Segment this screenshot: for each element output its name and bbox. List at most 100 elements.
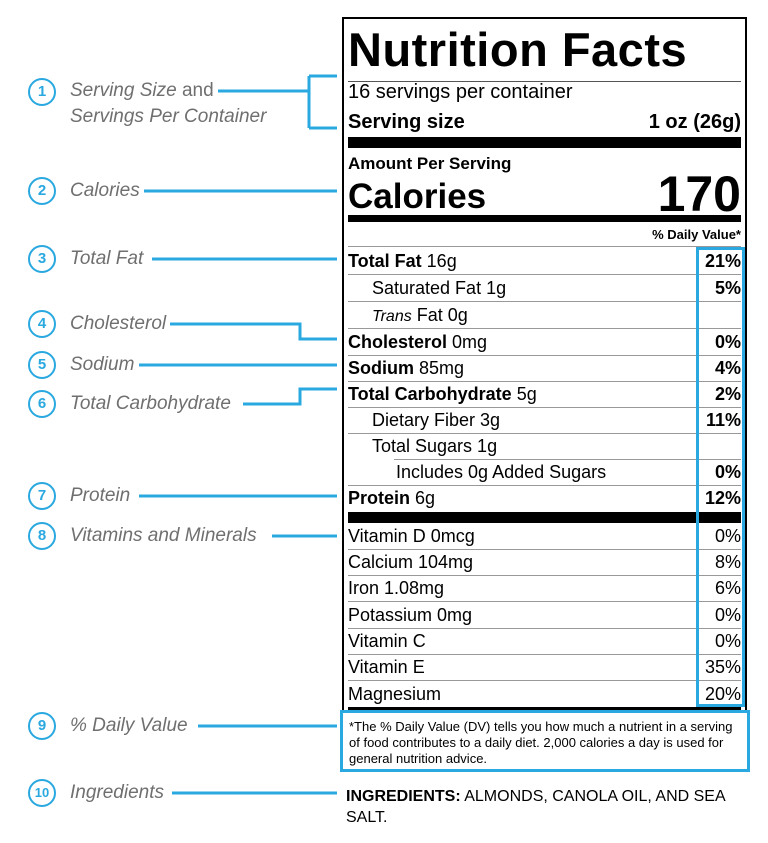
annotation-number: 10 [28, 779, 56, 807]
annotation-label: Total Fat [70, 248, 144, 269]
vitamin-dv: 35% [704, 657, 741, 677]
nutrient-dv: 2% [714, 384, 741, 404]
divider [348, 485, 741, 486]
nutrient-amount: 85mg [414, 358, 465, 378]
nutrient-name: Saturated Fat 1g [372, 278, 507, 298]
nutrient-row-total-sugars: Total Sugars 1g [348, 433, 741, 459]
nutrient-row-cholesterol: Cholesterol 0mg 0% [348, 329, 741, 355]
nutrient-dv: 11% [705, 410, 741, 430]
annotation-label: Sodium [70, 354, 135, 375]
vitamin-name: Vitamin E [348, 657, 425, 677]
vitamin-dv: 8% [714, 552, 741, 572]
daily-value-column-highlight [696, 247, 745, 707]
nutrient-name: Trans [372, 308, 412, 325]
nutrient-name: Includes 0g Added Sugars [396, 462, 607, 482]
vitamin-row: Potassium 0mg 0% [348, 602, 741, 628]
vitamin-row: Calcium 104mg 8% [348, 549, 741, 575]
serving-size-value: 1 oz (26g) [648, 111, 741, 133]
nutrient-name: Protein [348, 488, 411, 508]
vitamin-name: Vitamin D 0mcg [348, 526, 475, 546]
label-title: Nutrition Facts [348, 23, 688, 76]
divider [348, 274, 741, 275]
calories-label: Calories [348, 177, 487, 216]
nutrient-amount: 6g [410, 488, 436, 508]
annotation-label-line2: Servings Per Container [70, 106, 267, 127]
nutrient-row-dietary-fiber: Dietary Fiber 3g 11% [348, 407, 741, 433]
divider [348, 407, 741, 408]
calories-row: Calories 170 [348, 167, 741, 221]
divider [348, 549, 741, 550]
divider [348, 654, 741, 655]
nutrient-row-trans-fat: Trans Fat 0g [348, 302, 741, 328]
ingredients-text: ALMONDS, CANOLA OIL, AND SEA SALT. [346, 788, 725, 826]
serving-size-row: Serving size 1 oz (26g) [348, 110, 741, 134]
annotation-label: Ingredients [70, 782, 165, 803]
annotation-number: 7 [28, 482, 56, 510]
vitamin-name: Potassium 0mg [348, 605, 473, 625]
vitamin-name: Vitamin C [348, 631, 426, 651]
divider [348, 680, 741, 681]
connector-6 [243, 387, 337, 406]
nutrient-amount: 5g [511, 384, 537, 404]
divider [348, 601, 741, 602]
nutrient-row-total-carbohydrate: Total Carbohydrate 5g 2% [348, 381, 741, 407]
nutrient-dv: 12% [704, 488, 741, 508]
nutrient-amount: 0mg [447, 332, 488, 352]
vitamin-row: Vitamin C 0% [348, 628, 741, 654]
divider [348, 328, 741, 329]
divider [394, 459, 741, 460]
divider [348, 628, 741, 629]
vitamin-row: Vitamin E 35% [348, 654, 741, 680]
annotation-label: Protein [70, 485, 131, 506]
annotation-label: Total Carbohydrate [70, 393, 231, 414]
divider [348, 433, 741, 434]
vitamin-name: Magnesium [348, 684, 442, 704]
vitamin-dv: 6% [714, 578, 741, 598]
annotation-label: Vitamins and Minerals [70, 525, 257, 546]
annotation-label: Cholesterol [70, 313, 167, 334]
annotation-number: 4 [28, 310, 56, 338]
annotation-number: 3 [28, 245, 56, 273]
nutrient-row-protein: Protein 6g 12% [348, 485, 741, 511]
nutrient-amount: 16g [421, 251, 457, 271]
annotation-label: % Daily Value [70, 715, 188, 736]
nutrient-row-saturated-fat: Saturated Fat 1g 5% [348, 275, 741, 301]
nutrition-facts-label: Nutrition Facts 16 servings per containe… [342, 17, 747, 715]
annotation-label-conj: and [176, 80, 214, 101]
divider [348, 355, 741, 356]
calories-value: 170 [657, 166, 741, 222]
divider [348, 301, 741, 302]
daily-value-header: % Daily Value* [652, 227, 741, 242]
nutrient-row-added-sugars: Includes 0g Added Sugars 0% [348, 459, 741, 485]
annotation-number: 6 [28, 390, 56, 418]
vitamin-name: Calcium 104mg [348, 552, 474, 572]
nutrient-name: Total Sugars 1g [372, 436, 498, 456]
annotation-number: 2 [28, 177, 56, 205]
daily-value-footnote: *The % Daily Value (DV) tells you how mu… [340, 710, 750, 772]
nutrient-name: Total Fat [348, 251, 422, 271]
vitamin-row: Vitamin D 0mcg 0% [348, 523, 741, 549]
thick-divider [348, 137, 741, 148]
nutrient-dv: 0% [714, 332, 741, 352]
nutrient-dv: 5% [714, 278, 741, 298]
nutrient-name: Total Carbohydrate [348, 384, 512, 404]
divider [348, 246, 741, 247]
divider [348, 381, 741, 382]
medium-divider [348, 215, 741, 222]
nutrient-amount: Fat 0g [411, 305, 468, 325]
annotation-label: Serving Size [70, 80, 177, 101]
divider [348, 575, 741, 576]
nutrient-name: Sodium [348, 358, 414, 378]
thick-divider [348, 512, 741, 523]
nutrient-name: Cholesterol [348, 332, 448, 352]
nutrient-dv: 4% [714, 358, 741, 378]
nutrient-row-total-fat: Total Fat 16g 21% [348, 248, 741, 274]
nutrient-name: Dietary Fiber 3g [372, 410, 501, 430]
amount-per-serving: Amount Per Serving [348, 154, 512, 173]
nutrient-dv: 0% [714, 462, 741, 482]
vitamin-row: Iron 1.08mg 6% [348, 575, 741, 601]
divider [348, 81, 741, 82]
vitamin-dv: 0% [714, 631, 741, 651]
serving-size-label: Serving size [348, 111, 465, 133]
annotation-number: 5 [28, 351, 56, 379]
